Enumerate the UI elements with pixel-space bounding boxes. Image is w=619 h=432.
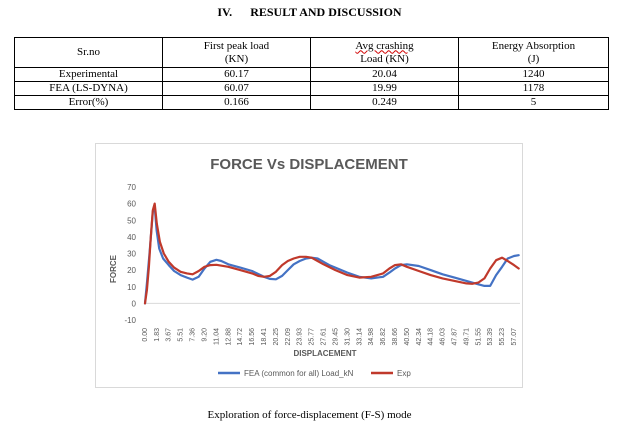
header-peak-load: First peak load (KN) bbox=[162, 37, 311, 68]
chart-ylabel: FORCE bbox=[109, 254, 118, 283]
figure-caption: Exploration of force-displacement (F-S) … bbox=[207, 409, 412, 421]
chart-series-group bbox=[143, 202, 520, 305]
row-energy: 1178 bbox=[458, 81, 609, 96]
x-tick-label: 53.39 bbox=[487, 328, 494, 346]
x-tick-label: 42.34 bbox=[416, 328, 423, 346]
row-label: Experimental bbox=[14, 67, 163, 82]
legend-label: FEA (common for all) Load_kN bbox=[244, 369, 354, 378]
force-displacement-chart: FORCE Vs DISPLACEMENT FORCE DISPLACEMENT… bbox=[95, 143, 523, 388]
section-heading: IV. RESULT AND DISCUSSION bbox=[0, 5, 619, 20]
y-tick-label: 0 bbox=[132, 299, 137, 308]
x-tick-label: 16.56 bbox=[249, 328, 256, 346]
x-tick-label: 0.00 bbox=[142, 328, 149, 342]
x-tick-label: 55.23 bbox=[499, 328, 506, 346]
x-tick-label: 25.77 bbox=[309, 328, 316, 346]
x-tick-label: 22.09 bbox=[285, 328, 292, 346]
section-number: IV. bbox=[217, 5, 233, 19]
x-tick-label: 7.36 bbox=[190, 328, 197, 342]
header-energy: Energy Absorption (J) bbox=[458, 37, 609, 68]
chart-svg: FORCE Vs DISPLACEMENT FORCE DISPLACEMENT… bbox=[109, 156, 520, 378]
table-row: Experimental 60.17 20.04 1240 bbox=[14, 67, 609, 82]
chart-xlabel: DISPLACEMENT bbox=[293, 349, 356, 358]
chart-axes: -10 0 10 20 30 40 50 60 70 0.00 1.83 3.67 5.51 7.36 9.… bbox=[124, 183, 520, 346]
y-tick-label: 20 bbox=[127, 266, 136, 275]
x-tick-label: 44.18 bbox=[428, 328, 435, 346]
chart-title: FORCE Vs DISPLACEMENT bbox=[210, 156, 408, 173]
x-tick-label: 18.41 bbox=[261, 328, 268, 346]
row-avg: 0.249 bbox=[310, 95, 459, 110]
header-avg-line1: Avg crashing bbox=[355, 39, 414, 52]
x-tick-label: 40.50 bbox=[404, 328, 411, 346]
x-tick-label: 57.07 bbox=[511, 328, 518, 346]
x-tick-label: 51.55 bbox=[475, 328, 482, 346]
x-tick-label: 29.45 bbox=[332, 328, 339, 346]
series-line-exp bbox=[143, 202, 520, 305]
legend-label: Exp bbox=[397, 369, 411, 378]
table-row: FEA (LS-DYNA) 60.07 19.99 1178 bbox=[14, 81, 609, 96]
x-tick-label: 27.61 bbox=[321, 328, 328, 346]
x-tick-label: 36.82 bbox=[380, 328, 387, 346]
y-tick-label: 30 bbox=[127, 250, 136, 259]
y-tick-label: 40 bbox=[127, 233, 136, 242]
chart-legend: FEA (common for all) Load_kN Exp bbox=[218, 369, 411, 378]
y-tick-label: 50 bbox=[127, 216, 136, 225]
x-tick-label: 12.88 bbox=[225, 328, 232, 346]
row-label: FEA (LS-DYNA) bbox=[14, 81, 163, 96]
x-tick-label: 11.04 bbox=[213, 328, 220, 345]
header-peak-line1: First peak load bbox=[203, 39, 270, 52]
x-tick-label: 14.72 bbox=[237, 328, 244, 346]
header-avg-line2: Load (KN) bbox=[360, 52, 409, 65]
row-peak: 60.07 bbox=[162, 81, 311, 96]
header-srno: Sr.no bbox=[14, 37, 163, 68]
section-title: RESULT AND DISCUSSION bbox=[250, 5, 402, 19]
header-srno-line1: Sr.no bbox=[77, 46, 100, 58]
x-tick-label: 49.71 bbox=[463, 328, 470, 346]
x-tick-label: 47.87 bbox=[452, 328, 459, 346]
y-tick-label: 60 bbox=[127, 200, 136, 209]
x-tick-label: 38.66 bbox=[392, 328, 399, 346]
row-energy: 5 bbox=[458, 95, 609, 110]
header-peak-line2: (KN) bbox=[224, 52, 249, 65]
x-tick-label: 1.83 bbox=[154, 328, 161, 342]
x-tick-label: 3.67 bbox=[166, 328, 173, 342]
y-tick-label: 70 bbox=[127, 183, 136, 192]
row-avg: 19.99 bbox=[310, 81, 459, 96]
header-energy-line2: (J) bbox=[527, 52, 540, 65]
row-avg: 20.04 bbox=[310, 67, 459, 82]
x-tick-label: 23.93 bbox=[297, 328, 304, 346]
x-tick-label: 31.30 bbox=[344, 328, 351, 346]
row-energy: 1240 bbox=[458, 67, 609, 82]
y-tick-label: 10 bbox=[127, 283, 136, 292]
x-tick-label: 34.98 bbox=[368, 328, 375, 346]
x-tick-label: 20.25 bbox=[273, 328, 280, 346]
row-peak: 0.166 bbox=[162, 95, 311, 110]
x-tick-label: 46.03 bbox=[440, 328, 447, 346]
y-tick-label: -10 bbox=[124, 316, 136, 325]
header-avg-load: Avg crashing Load (KN) bbox=[310, 37, 459, 68]
x-tick-label: 5.51 bbox=[178, 328, 185, 342]
results-table: Sr.no First peak load (KN) Avg crashing … bbox=[14, 37, 609, 110]
table-header-row: Sr.no First peak load (KN) Avg crashing … bbox=[14, 37, 609, 68]
table-row: Error(%) 0.166 0.249 5 bbox=[14, 95, 609, 110]
x-tick-label: 9.20 bbox=[201, 328, 208, 342]
header-energy-line1: Energy Absorption bbox=[491, 39, 576, 52]
series-line-fea bbox=[143, 205, 520, 305]
row-label: Error(%) bbox=[14, 95, 163, 110]
row-peak: 60.17 bbox=[162, 67, 311, 82]
x-tick-label: 33.14 bbox=[356, 328, 363, 346]
